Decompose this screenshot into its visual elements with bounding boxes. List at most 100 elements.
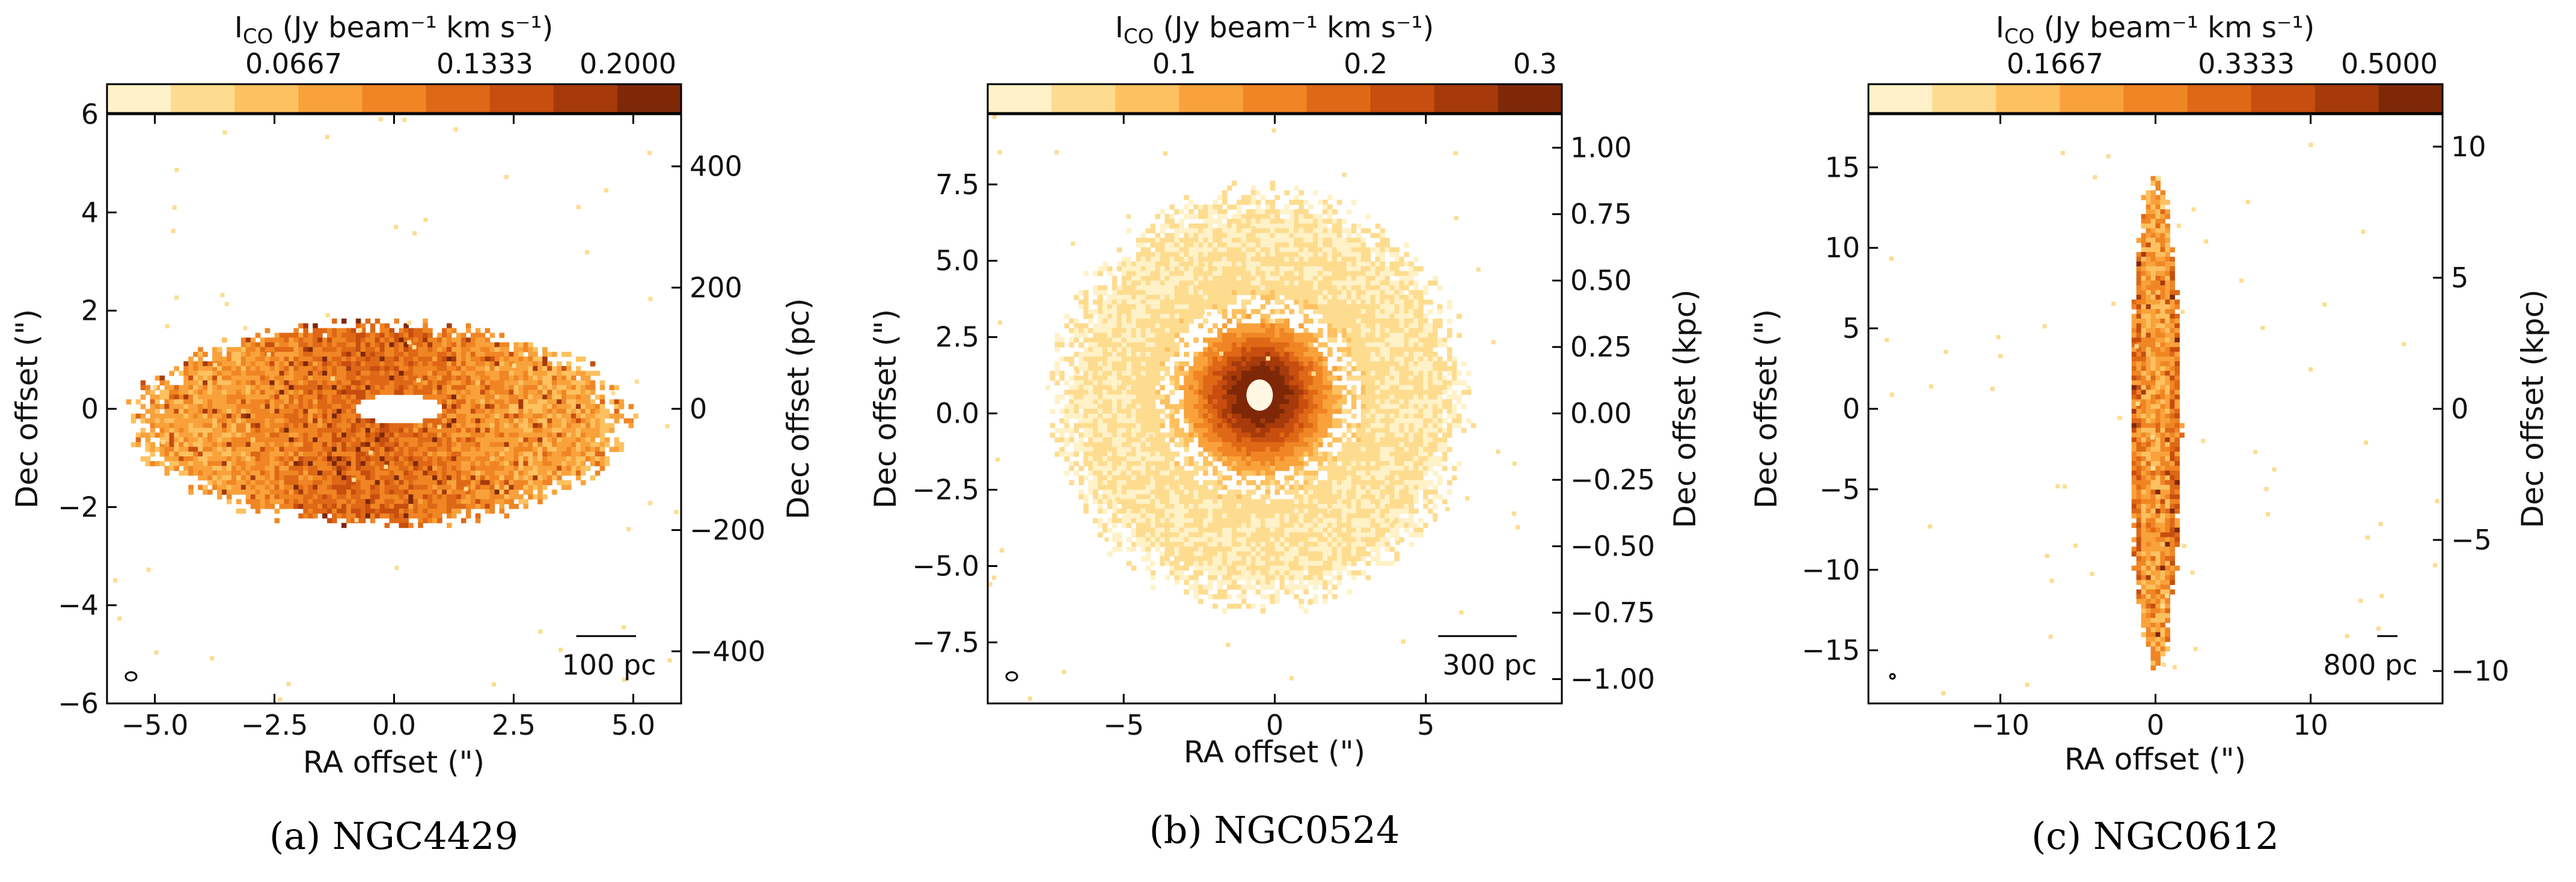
- emission-pixel: [293, 418, 299, 424]
- emission-pixel: [389, 390, 395, 395]
- emission-pixel: [494, 480, 500, 486]
- emission-pixel: [1126, 228, 1132, 234]
- emission-pixel: [303, 480, 308, 486]
- emission-pixel: [451, 337, 457, 343]
- emission-pixel: [250, 337, 256, 343]
- emission-pixel: [1150, 318, 1156, 324]
- emission-pixel: [313, 475, 318, 481]
- emission-pixel: [480, 352, 486, 357]
- emission-pixel: [365, 437, 371, 443]
- emission-pixel: [240, 427, 246, 433]
- emission-pixel: [1140, 390, 1146, 395]
- emission-pixel: [1160, 556, 1166, 562]
- emission-pixel: [509, 485, 515, 490]
- emission-pixel: [1107, 427, 1113, 433]
- emission-pixel: [504, 347, 510, 352]
- emission-pixel: [557, 461, 562, 467]
- emission-pixel: [337, 461, 342, 467]
- emission-pixel: [265, 418, 271, 424]
- emission-pixel: [1116, 537, 1122, 542]
- emission-pixel: [566, 361, 572, 367]
- emission-pixel: [1064, 418, 1069, 424]
- emission-pixel: [269, 337, 275, 343]
- emission-pixel: [1078, 418, 1084, 424]
- emission-pixel: [465, 418, 471, 424]
- emission-pixel: [350, 404, 356, 409]
- emission-pixel: [179, 437, 184, 443]
- emission-pixel: [561, 352, 567, 357]
- emission-pixel: [1136, 242, 1142, 248]
- emission-pixel: [1103, 318, 1108, 324]
- emission-pixel: [1164, 223, 1170, 229]
- emission-pixel: [341, 375, 347, 381]
- emission-pixel: [580, 413, 586, 419]
- emission-pixel: [231, 456, 237, 462]
- emission-pixel: [1164, 547, 1170, 552]
- scale-bar-label: 100 pc: [562, 649, 656, 681]
- emission-pixel: [427, 357, 433, 362]
- emission-pixel: [183, 385, 189, 390]
- emission-pixel: [130, 442, 136, 447]
- emission-pixel: [1112, 295, 1118, 300]
- emission-pixel: [255, 332, 261, 338]
- emission-pixel: [250, 404, 256, 409]
- emission-pixel: [403, 489, 409, 495]
- emission-pixel: [159, 404, 165, 409]
- emission-pixel: [518, 370, 524, 376]
- emission-pixel: [245, 470, 251, 476]
- emission-pixel: [164, 437, 170, 443]
- emission-pixel: [580, 385, 586, 390]
- emission-pixel: [212, 475, 218, 481]
- emission-pixel: [337, 418, 342, 424]
- emission-pixel: [226, 465, 232, 471]
- emission-pixel: [1140, 480, 1146, 486]
- emission-pixel: [585, 418, 591, 424]
- emission-pixel: [260, 427, 266, 433]
- emission-pixel: [494, 352, 500, 357]
- emission-pixel: [231, 475, 237, 481]
- emission-pixel: [1203, 366, 1208, 372]
- emission-pixel: [217, 485, 222, 490]
- emission-pixel: [322, 357, 328, 362]
- emission-pixel: [313, 437, 318, 443]
- emission-pixel: [475, 409, 481, 414]
- emission-pixel: [432, 499, 438, 504]
- emission-pixel: [1088, 394, 1094, 400]
- emission-pixel: [595, 409, 601, 414]
- emission-pixel: [1164, 304, 1170, 310]
- emission-pixel: [145, 442, 151, 447]
- emission-pixel: [1174, 432, 1179, 438]
- emission-pixel: [389, 485, 395, 490]
- emission-pixel: [1121, 442, 1127, 447]
- emission-pixel: [561, 366, 567, 372]
- emission-pixel: [1098, 390, 1103, 395]
- emission-pixel: [1107, 299, 1113, 305]
- emission-pixel: [513, 357, 519, 362]
- emission-pixel: [198, 442, 203, 447]
- emission-pixel: [188, 461, 194, 467]
- emission-pixel: [327, 427, 332, 433]
- emission-pixel: [533, 418, 538, 424]
- emission-pixel: [346, 437, 352, 443]
- emission-pixel: [1126, 285, 1132, 291]
- emission-pixel: [418, 432, 423, 438]
- emission-pixel: [375, 461, 381, 467]
- emission-pixel: [1083, 337, 1089, 343]
- emission-pixel: [174, 413, 179, 419]
- emission-pixel: [231, 461, 237, 467]
- noise-speck: [266, 352, 271, 357]
- emission-pixel: [308, 480, 313, 486]
- emission-pixel: [1121, 427, 1127, 433]
- emission-pixel: [375, 390, 381, 395]
- emission-pixel: [274, 380, 280, 386]
- emission-pixel: [442, 394, 447, 400]
- emission-pixel: [198, 361, 203, 367]
- emission-pixel: [1198, 522, 1204, 528]
- emission-pixel: [1193, 560, 1199, 566]
- emission-pixel: [384, 361, 390, 367]
- emission-pixel: [313, 489, 318, 495]
- emission-pixel: [1189, 409, 1194, 414]
- emission-pixel: [437, 361, 442, 367]
- emission-pixel: [1088, 437, 1094, 443]
- emission-pixel: [413, 347, 418, 352]
